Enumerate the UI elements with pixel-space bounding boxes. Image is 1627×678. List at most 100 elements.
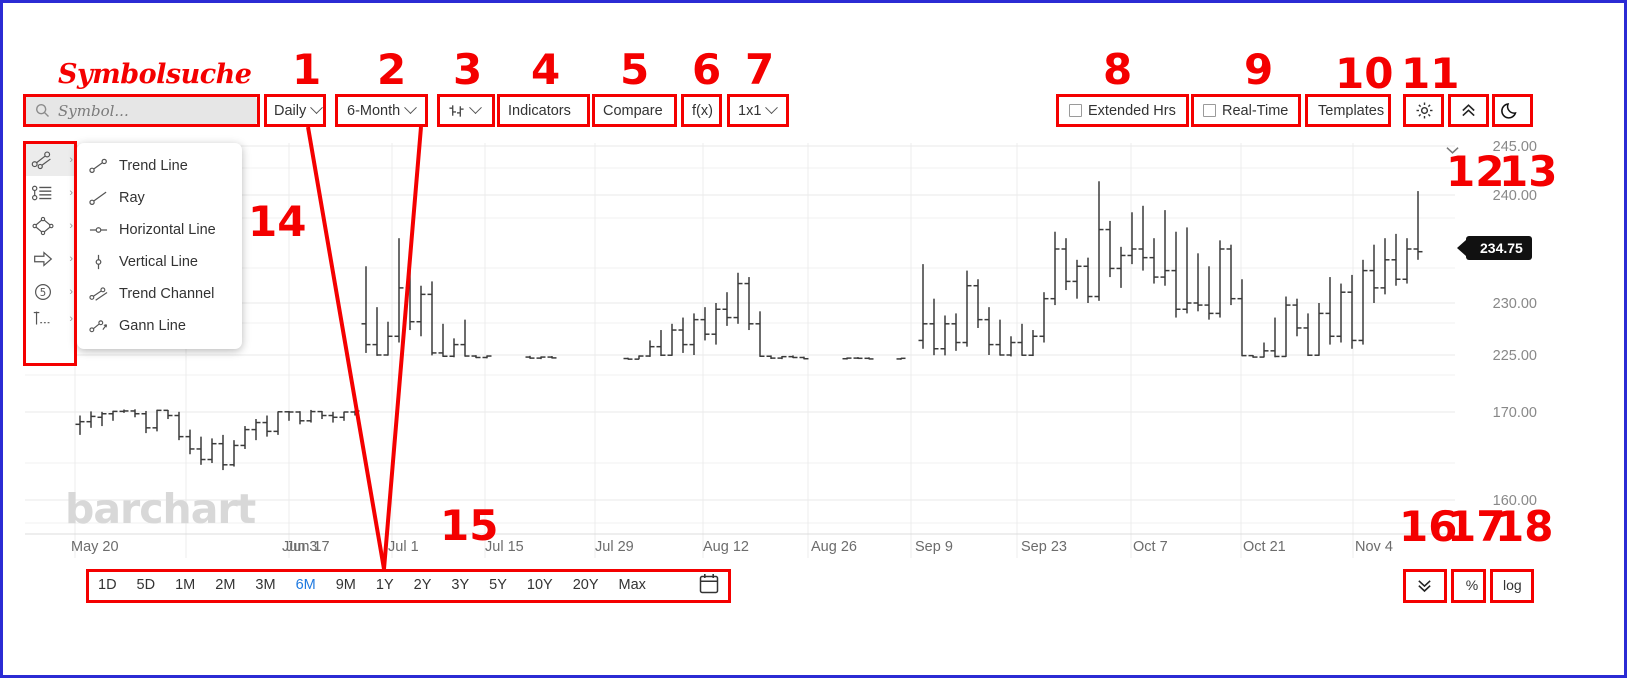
- chart-type-dropdown[interactable]: [440, 96, 488, 125]
- calendar-icon[interactable]: [699, 573, 719, 594]
- x-tick-label: Aug 12: [703, 539, 749, 555]
- drawing-tool-measure[interactable]: ›: [25, 308, 77, 330]
- y-tick-label: 170.00: [1492, 405, 1537, 421]
- period-button-10y[interactable]: 10Y: [526, 577, 553, 593]
- extended-hours-checkbox[interactable]: Extended Hrs: [1061, 96, 1184, 125]
- x-tick-label: Jul 29: [595, 539, 634, 555]
- drawing-tools-menu[interactable]: Trend Line Ray Horizontal Line Vertical …: [77, 143, 242, 349]
- menu-item-gann-line[interactable]: Gann Line: [77, 310, 242, 342]
- menu-item-vertical-line[interactable]: Vertical Line: [77, 246, 242, 278]
- menu-item-trend-line[interactable]: Trend Line: [77, 150, 242, 182]
- menu-item-ray[interactable]: Ray: [77, 182, 242, 214]
- settings-button[interactable]: [1407, 96, 1442, 125]
- chevron-right-icon: ›: [69, 153, 73, 166]
- fibonacci-levels-icon: [31, 183, 55, 203]
- period-button-1y[interactable]: 1Y: [375, 577, 394, 593]
- templates-button[interactable]: Templates: [1310, 96, 1393, 125]
- theme-toggle-button[interactable]: [1493, 96, 1528, 125]
- menu-item-label: Trend Channel: [119, 286, 215, 302]
- expand-chart-button[interactable]: [1407, 569, 1441, 601]
- templates-label: Templates: [1318, 102, 1385, 119]
- annotation-number-6: 6: [692, 45, 722, 94]
- interval-label: Daily: [274, 102, 307, 119]
- menu-item-horizontal-line[interactable]: Horizontal Line: [77, 214, 242, 246]
- drawing-tool-shapes[interactable]: ›: [25, 209, 77, 242]
- ray-icon: [89, 190, 108, 206]
- percent-scale-button[interactable]: %: [1455, 569, 1489, 601]
- period-button-1m[interactable]: 1M: [175, 577, 196, 593]
- chevron-right-icon: ›: [69, 285, 73, 298]
- period-button-20y[interactable]: 20Y: [572, 577, 599, 593]
- period-button-2y[interactable]: 2Y: [413, 577, 432, 593]
- chevron-down-icon: [404, 101, 418, 115]
- moon-icon: [1501, 101, 1520, 120]
- annotation-number-4: 4: [531, 45, 561, 94]
- y-tick-label: 230.00: [1492, 296, 1537, 312]
- annotation-number-11: 11: [1401, 49, 1460, 98]
- drawing-tool-arrows[interactable]: ›: [25, 242, 77, 275]
- y-tick-label: 160.00: [1492, 493, 1537, 509]
- chart-menu-chevron-icon[interactable]: [1446, 146, 1459, 155]
- gear-icon: [1415, 101, 1434, 120]
- period-button-3y[interactable]: 3Y: [451, 577, 470, 593]
- x-tick-label: Jul 1: [388, 539, 419, 555]
- y-axis[interactable]: 245.00 240.00 230.00 225.00 170.00 160.0…: [1455, 139, 1585, 558]
- drawing-tool-retracements[interactable]: ›: [25, 176, 77, 209]
- x-tick-label: Sep 23: [1021, 539, 1067, 555]
- chevron-right-icon: ›: [69, 313, 73, 325]
- menu-item-label: Trend Line: [119, 158, 188, 174]
- collapse-toolbar-button[interactable]: [1451, 96, 1486, 125]
- diamond-shape-icon: [31, 216, 55, 236]
- drawing-tools-rail[interactable]: › › › › 5 ›: [25, 143, 77, 365]
- x-tick-label: Oct 21: [1243, 539, 1286, 555]
- period-button-3m[interactable]: 3M: [255, 577, 276, 593]
- period-selector[interactable]: 1D 5D 1M 2M 3M 6M 9M 1Y 2Y 3Y 5Y 10Y 20Y Max: [88, 569, 656, 601]
- studies-button[interactable]: f(x): [684, 96, 721, 125]
- symbol-search-input[interactable]: Symbol...: [25, 96, 257, 125]
- period-button-max[interactable]: Max: [618, 577, 646, 593]
- period-button-5d[interactable]: 5D: [136, 577, 156, 593]
- ohlc-bar-icon: [448, 103, 465, 119]
- measure-icon: [31, 309, 55, 329]
- annotation-number-1: 1: [292, 45, 322, 94]
- chart-toolbar: Symbol... Daily 6-Month Indicators Compa…: [3, 91, 1624, 137]
- period-button-9m[interactable]: 9M: [335, 577, 356, 593]
- period-button-2m[interactable]: 2M: [215, 577, 236, 593]
- checkbox-icon[interactable]: [1069, 104, 1082, 117]
- real-time-label: Real-Time: [1222, 102, 1289, 119]
- layout-dropdown[interactable]: 1x1: [730, 96, 785, 125]
- gann-line-icon: [89, 318, 108, 334]
- drawing-tool-lines[interactable]: ›: [25, 143, 77, 176]
- x-tick-label: Aug 26: [811, 539, 857, 555]
- compare-button[interactable]: Compare: [595, 96, 671, 125]
- chevron-right-icon: ›: [69, 186, 73, 199]
- menu-item-label: Gann Line: [119, 318, 186, 334]
- drawing-tool-waves[interactable]: 5 ›: [25, 275, 77, 308]
- annotation-symbolsuche: Symbolsuche: [58, 59, 252, 90]
- interval-dropdown[interactable]: Daily: [266, 96, 330, 125]
- menu-item-trend-channel[interactable]: Trend Channel: [77, 278, 242, 310]
- annotation-number-9: 9: [1244, 45, 1274, 94]
- log-scale-button[interactable]: log: [1495, 569, 1530, 601]
- extended-hours-label: Extended Hrs: [1088, 102, 1176, 119]
- real-time-checkbox[interactable]: Real-Time: [1195, 96, 1297, 125]
- symbol-search-placeholder: Symbol...: [58, 101, 129, 120]
- range-dropdown[interactable]: 6-Month: [339, 96, 424, 125]
- double-chevron-down-icon: [1416, 577, 1433, 594]
- annotation-number-7: 7: [745, 45, 775, 94]
- trend-channel-icon: [89, 286, 108, 302]
- indicators-button[interactable]: Indicators: [500, 96, 579, 125]
- studies-label: f(x): [692, 102, 713, 119]
- y-tick-label: 245.00: [1492, 139, 1537, 155]
- period-button-5y[interactable]: 5Y: [489, 577, 507, 593]
- checkbox-icon[interactable]: [1203, 104, 1216, 117]
- arrow-right-icon: [31, 249, 55, 269]
- x-tick-label: Jul 15: [485, 539, 524, 555]
- log-scale-label: log: [1503, 577, 1522, 593]
- chevron-right-icon: ›: [69, 252, 73, 265]
- x-tick-label: Sep 9: [915, 539, 953, 555]
- period-button-1d[interactable]: 1D: [98, 577, 117, 593]
- period-button-6m[interactable]: 6M: [295, 577, 316, 593]
- trend-line-icon: [89, 158, 108, 174]
